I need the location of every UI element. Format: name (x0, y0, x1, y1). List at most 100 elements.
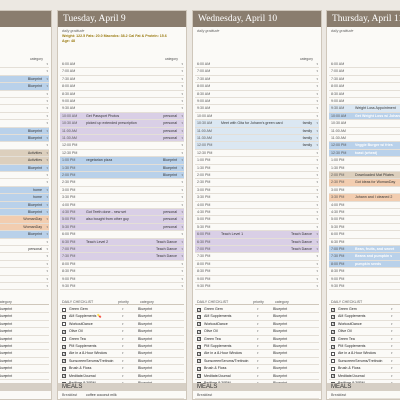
schedule-row[interactable]: 4:30 PM▾ (329, 209, 400, 217)
chevron-down-icon[interactable]: ▾ (316, 239, 318, 244)
event-text[interactable]: Get Weight Loss w/ Johann's Reg (355, 113, 400, 118)
schedule-row[interactable]: 10:30 AM Meet with Gita for Johann's gree… (195, 120, 319, 128)
priority-dropdown[interactable]: ▾ (5, 329, 7, 334)
checklist-category[interactable]: Blueprint (0, 351, 13, 356)
schedule-row[interactable]: Blueprint ▾ (0, 135, 49, 143)
chevron-down-icon[interactable]: ▾ (181, 254, 183, 259)
schedule-row[interactable]: 6:00 PM ▾ (60, 231, 184, 239)
schedule-row[interactable]: 4:00 PM▾ (329, 202, 400, 209)
category-value[interactable]: home (33, 195, 42, 200)
event-text[interactable]: vegetarian pizza (86, 158, 113, 163)
category-value[interactable]: personal (163, 210, 177, 214)
chevron-down-icon[interactable]: ▾ (316, 113, 318, 118)
checklist-category[interactable]: Blueprint (138, 329, 153, 334)
priority-dropdown[interactable]: ▾ (5, 373, 7, 378)
event-text[interactable]: Weight Loss Appointment (355, 106, 396, 111)
chevron-down-icon[interactable]: ▾ (46, 62, 48, 66)
schedule-row[interactable]: 9:00 PM ▾ (195, 276, 319, 283)
checklist-category[interactable]: Blueprint (273, 351, 288, 356)
schedule-row[interactable]: 3:00 PM ▾ (195, 187, 319, 195)
priority-dropdown[interactable]: ▾ (391, 344, 393, 348)
checklist-item[interactable]: ▾Blueprint (0, 306, 49, 314)
checklist-item[interactable]: AM Supplements ▾ Blueprint (195, 313, 319, 321)
category-value[interactable]: WomanDay (23, 217, 42, 222)
checklist-item[interactable]: ▾Blueprint (0, 328, 49, 336)
schedule-row[interactable]: 12:00 PM family ▾ (195, 142, 319, 150)
chevron-down-icon[interactable]: ▾ (181, 217, 183, 222)
priority-dropdown[interactable]: ▾ (5, 336, 7, 341)
schedule-row[interactable]: ▾ (0, 91, 49, 98)
chevron-down-icon[interactable]: ▾ (316, 187, 318, 192)
chevron-down-icon[interactable]: ▾ (181, 284, 183, 288)
chevron-down-icon[interactable]: ▾ (316, 180, 318, 185)
chevron-down-icon[interactable]: ▾ (46, 69, 48, 74)
priority-dropdown[interactable]: ▾ (391, 329, 393, 334)
chevron-down-icon[interactable]: ▾ (46, 106, 48, 111)
checklist-item[interactable]: Green Gem ▾ Blueprint (195, 306, 319, 314)
priority-dropdown[interactable]: ▾ (257, 351, 259, 356)
chevron-down-icon[interactable]: ▾ (181, 62, 183, 66)
chevron-down-icon[interactable]: ▾ (46, 143, 48, 148)
chevron-down-icon[interactable]: ▾ (181, 128, 183, 133)
chevron-down-icon[interactable]: ▾ (46, 269, 48, 274)
priority-dropdown[interactable]: ▾ (391, 314, 393, 319)
chevron-down-icon[interactable]: ▾ (316, 128, 318, 133)
chevron-down-icon[interactable]: ▾ (316, 158, 318, 163)
chevron-down-icon[interactable]: ▾ (316, 217, 318, 222)
priority-dropdown[interactable]: ▾ (122, 358, 124, 363)
checklist-category[interactable]: Blueprint (138, 336, 153, 341)
schedule-row[interactable]: 5:00 PM ▾ (195, 216, 319, 224)
meal-item[interactable]: coffee coconut milk (86, 393, 117, 397)
priority-dropdown[interactable]: ▾ (5, 366, 7, 371)
checklist-item[interactable]: Green Tea ▾ Blueprint (60, 336, 184, 343)
schedule-row[interactable]: 7:00 AM ▾ (60, 68, 184, 76)
chevron-down-icon[interactable]: ▾ (316, 143, 318, 148)
checkbox[interactable] (62, 344, 66, 349)
chevron-down-icon[interactable]: ▾ (181, 84, 183, 89)
schedule-row[interactable]: 8:30 PM▾ (329, 268, 400, 276)
priority-dropdown[interactable]: ▾ (5, 358, 7, 363)
checklist-item[interactable]: Meditate/Journal ▾ Blueprint (195, 373, 319, 380)
checklist-item[interactable]: PM Supplements ▾ Blueprint (60, 343, 184, 351)
checklist-category[interactable]: Blueprint (0, 344, 13, 348)
priority-dropdown[interactable]: ▾ (257, 358, 259, 363)
priority-dropdown[interactable]: ▾ (391, 307, 393, 311)
priority-dropdown[interactable]: ▾ (122, 344, 124, 348)
chevron-down-icon[interactable]: ▾ (181, 195, 183, 200)
priority-dropdown[interactable]: ▾ (257, 321, 259, 326)
schedule-row[interactable]: WomanDay ▾ (0, 216, 49, 224)
chevron-down-icon[interactable]: ▾ (316, 69, 318, 74)
checklist-item[interactable]: Ate in a 8-Hour Window ▾ Blueprint (60, 350, 184, 358)
chevron-down-icon[interactable]: ▾ (46, 91, 48, 96)
checklist-item[interactable]: WorkoutDance ▾ Blueprint (195, 321, 319, 329)
category-value[interactable]: Teach Dance (291, 232, 312, 237)
checkbox[interactable] (197, 366, 201, 371)
chevron-down-icon[interactable]: ▾ (316, 165, 318, 170)
schedule-row[interactable]: 8:00 PM ▾ (60, 261, 184, 269)
schedule-row[interactable]: ▾ (0, 253, 49, 261)
event-text[interactable]: toast (wheat) (355, 150, 378, 155)
category-value[interactable]: Blueprint (27, 128, 42, 133)
category-value[interactable]: Activities (27, 150, 42, 155)
schedule-row[interactable]: 9:30 PM ▾ (60, 283, 184, 291)
chevron-down-icon[interactable]: ▾ (181, 143, 183, 148)
schedule-row[interactable]: 9:00 AM▾ (329, 98, 400, 106)
priority-dropdown[interactable]: ▾ (391, 358, 393, 363)
checkbox[interactable] (197, 336, 201, 342)
chevron-down-icon[interactable]: ▾ (46, 121, 48, 126)
chevron-down-icon[interactable]: ▾ (181, 106, 183, 111)
checklist-category[interactable]: Blueprint (138, 351, 153, 356)
schedule-row[interactable]: 1:00 PM vegetarian pizza Blueprint ▾ (60, 157, 184, 165)
checklist-item[interactable]: Olive Oil ▾ (329, 328, 400, 336)
checklist-item[interactable]: Ate in a 8-Hour Window ▾ Blueprint (195, 350, 319, 358)
chevron-down-icon[interactable]: ▾ (316, 210, 318, 214)
chevron-down-icon[interactable]: ▾ (181, 202, 183, 207)
event-text[interactable]: Got ideas for WomanDay (355, 180, 396, 185)
chevron-down-icon[interactable]: ▾ (316, 99, 318, 103)
priority-dropdown[interactable]: ▾ (391, 373, 393, 378)
chevron-down-icon[interactable]: ▾ (316, 232, 318, 237)
chevron-down-icon[interactable]: ▾ (46, 224, 48, 229)
checkbox[interactable] (62, 373, 66, 379)
